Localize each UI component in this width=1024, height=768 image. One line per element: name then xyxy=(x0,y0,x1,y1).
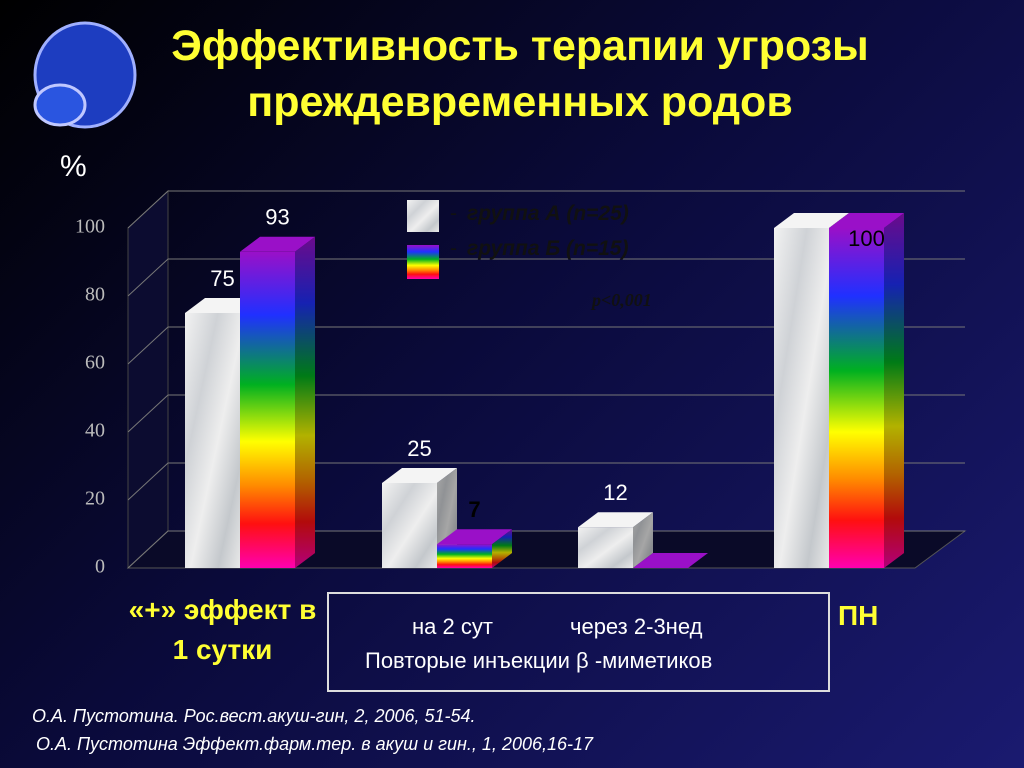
value-label: 12 xyxy=(603,480,627,505)
bar-top xyxy=(240,236,315,252)
bar-side-shade xyxy=(295,236,315,569)
value-label: 7 xyxy=(468,497,480,522)
y-tick-label: 60 xyxy=(85,352,105,374)
grid-line xyxy=(127,190,965,229)
reference: О.А. Пустотина Эффект.фарм.тер. в акуш и… xyxy=(36,734,594,754)
group-label: Повторые инъекции β -миметиков xyxy=(365,648,713,673)
grid-line xyxy=(127,326,965,365)
value-label: 75 xyxy=(210,266,234,291)
bar-side xyxy=(633,512,653,568)
grid-line xyxy=(127,530,965,569)
title: Эффективность терапии угрозы преждевреме… xyxy=(171,22,869,126)
bar-top xyxy=(382,468,457,483)
value-label: 25 xyxy=(407,436,431,461)
bar-front xyxy=(382,483,437,568)
legend-label: группа А (n=25) xyxy=(467,202,629,225)
reference: О.А. Пустотина. Рос.вест.акуш-гин, 2, 20… xyxy=(32,706,476,726)
bar-top xyxy=(578,512,653,528)
bar xyxy=(633,553,708,568)
category-label: ПН xyxy=(838,600,879,631)
left-wall xyxy=(127,189,169,570)
y-axis-label: % xyxy=(60,150,87,183)
y-tick-label: 80 xyxy=(85,284,105,306)
bar-side-shade xyxy=(633,512,653,568)
bar-front xyxy=(240,251,295,569)
logo xyxy=(33,21,137,129)
bar-top xyxy=(774,213,849,228)
bar-side-shade xyxy=(884,213,904,568)
category-label: через 2-3нед xyxy=(570,614,703,639)
legend-swatch xyxy=(407,200,439,232)
y-tick-label: 40 xyxy=(85,420,105,442)
bar xyxy=(829,213,904,568)
bar-front xyxy=(185,313,240,568)
legend-swatch xyxy=(407,245,439,279)
y-tick-label: 100 xyxy=(75,216,105,238)
bar-front xyxy=(774,228,829,568)
category-label: на 2 сут xyxy=(412,614,493,639)
bar xyxy=(240,236,315,569)
bar-side xyxy=(295,236,315,569)
value-label: 100 xyxy=(848,226,885,251)
annotation: p<0,001 xyxy=(592,290,652,310)
bar-top xyxy=(633,553,708,568)
y-tick-label: 0 xyxy=(95,556,105,578)
category-box xyxy=(327,592,830,692)
bar-side-shade xyxy=(492,529,512,568)
bar-top xyxy=(829,213,904,228)
bar-top xyxy=(437,529,512,545)
bar xyxy=(437,529,512,568)
bar-front xyxy=(829,228,884,568)
category-label: «+» эффект в 1 сутки xyxy=(128,594,317,665)
bar-side xyxy=(884,213,904,568)
bar-side xyxy=(492,529,512,568)
value-label: 93 xyxy=(265,205,289,230)
grid-line xyxy=(127,394,965,433)
grid-line xyxy=(127,258,965,297)
bar-front xyxy=(437,544,492,568)
y-tick-label: 20 xyxy=(85,488,105,510)
grid-line xyxy=(127,462,965,501)
legend-entry: - группа А (n=25) xyxy=(450,202,629,225)
legend-entry: - группа Б (n=15) xyxy=(450,237,629,260)
legend-label: группа Б (n=15) xyxy=(467,237,629,260)
bar xyxy=(578,512,653,568)
bar-front xyxy=(578,527,633,568)
